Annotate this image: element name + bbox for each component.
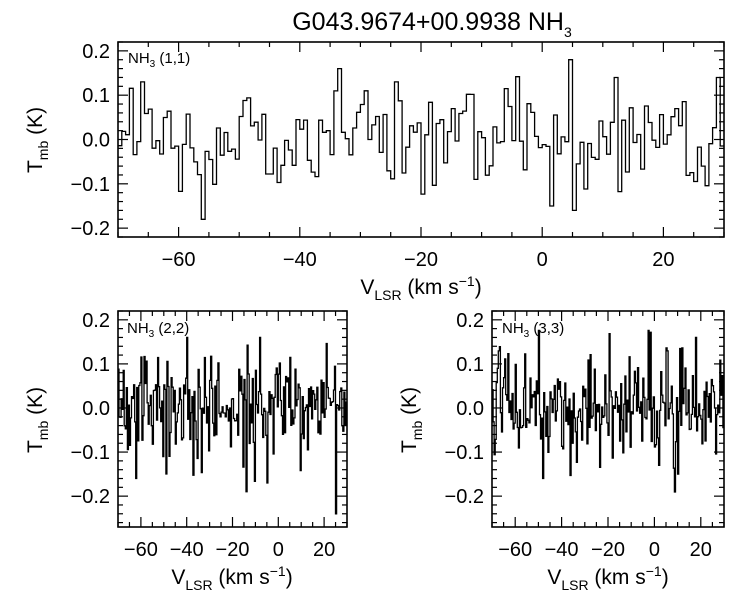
y-tick-label: 0.1 bbox=[456, 354, 484, 376]
y-tick-label: −0.1 bbox=[71, 442, 110, 464]
y-tick-label: 0.0 bbox=[82, 130, 110, 152]
x-axis-label: VLSR (km s−1) bbox=[547, 563, 668, 593]
panel-2: −60 −40 −20 0 20 −0.2 −0.1 0.0 0.1 0.2 VLSR (km s−… bbox=[24, 310, 348, 593]
panel-label-transition: (2,2) bbox=[154, 320, 189, 337]
x-axis-label-main: V bbox=[171, 566, 185, 589]
x-axis-label-unit: (km s bbox=[589, 566, 646, 589]
x-tick-label: −20 bbox=[216, 539, 250, 561]
x-axis-label-sub: LSR bbox=[561, 577, 588, 593]
y-tick-label: 0.1 bbox=[82, 85, 110, 107]
x-tick-label: −40 bbox=[283, 249, 317, 271]
y-axis-label-unit: (K) bbox=[24, 387, 47, 421]
y-axis-label-sub: mb bbox=[35, 141, 51, 161]
y-tick-label: −0.2 bbox=[445, 486, 484, 508]
x-axis-label: VLSR (km s−1) bbox=[360, 273, 481, 303]
y-tick-label: 0.2 bbox=[82, 41, 110, 63]
x-axis-label-close: ) bbox=[286, 566, 293, 589]
x-tick-label: 20 bbox=[313, 539, 335, 561]
y-axis-label-sub: mb bbox=[409, 421, 425, 441]
panel-label-transition: (1,1) bbox=[155, 50, 190, 67]
y-tick-label: −0.1 bbox=[71, 174, 110, 196]
x-axis-label-unit-sup: −1 bbox=[646, 563, 662, 579]
panel-label-sub: 3 bbox=[149, 329, 155, 340]
y-axis-label-main: T bbox=[24, 440, 47, 453]
x-axis-label-unit: (km s bbox=[213, 566, 270, 589]
panel-label-sub: 3 bbox=[524, 329, 530, 340]
figure-title-sub: 3 bbox=[564, 24, 572, 40]
panel-label-transition: (3,3) bbox=[529, 320, 564, 337]
x-tick-label: −60 bbox=[498, 539, 532, 561]
y-axis-label-unit: (K) bbox=[398, 387, 421, 421]
y-tick-label: −0.1 bbox=[445, 442, 484, 464]
x-axis-label-main: V bbox=[547, 566, 561, 589]
x-tick-label: −20 bbox=[591, 539, 625, 561]
figure-title-main: G043.9674+00.9938 NH bbox=[292, 8, 564, 36]
panel-label-main: NH bbox=[127, 320, 149, 337]
panel-label: NH3 (2,2) bbox=[127, 320, 189, 340]
x-axis-label-close: ) bbox=[662, 566, 669, 589]
y-tick-label: 0.0 bbox=[82, 398, 110, 420]
y-tick-label: −0.2 bbox=[71, 218, 110, 240]
y-tick-label: −0.2 bbox=[71, 486, 110, 508]
x-tick-label: −40 bbox=[170, 539, 204, 561]
y-axis-label-sub: mb bbox=[35, 421, 51, 441]
x-tick-label: 0 bbox=[537, 249, 548, 271]
x-tick-label: 20 bbox=[652, 249, 674, 271]
x-axis-label-sub: LSR bbox=[374, 287, 401, 303]
panel-1: −60 −40 −20 0 20 −0.2 −0.1 0.0 0.1 0.2 VLSR (km s−… bbox=[24, 41, 725, 303]
spectrum-series-3 bbox=[492, 329, 724, 493]
x-axis-label-unit-sup: −1 bbox=[270, 563, 286, 579]
x-axis-label-main: V bbox=[360, 276, 374, 299]
spectrum-series-2 bbox=[118, 336, 347, 515]
y-axis-label-unit: (K) bbox=[24, 107, 47, 141]
x-tick-label: −40 bbox=[545, 539, 579, 561]
y-axis-label-main: T bbox=[398, 440, 421, 453]
x-axis-label-close: ) bbox=[475, 276, 482, 299]
spectrum-series-1 bbox=[118, 59, 724, 220]
panel-label-main: NH bbox=[502, 320, 524, 337]
x-tick-label: 20 bbox=[690, 539, 712, 561]
panel-label-main: NH bbox=[128, 50, 150, 67]
x-tick-label: −20 bbox=[404, 249, 438, 271]
y-axis-label-main: T bbox=[24, 160, 47, 173]
panel-label-sub: 3 bbox=[150, 59, 156, 70]
x-axis-label: VLSR (km s−1) bbox=[171, 563, 292, 593]
x-axis-label-unit-sup: −1 bbox=[459, 273, 475, 289]
y-tick-label: 0.2 bbox=[456, 310, 484, 332]
x-tick-label: −60 bbox=[124, 539, 158, 561]
panel-label: NH3 (1,1) bbox=[128, 50, 190, 70]
figure-title: G043.9674+00.9938 NH3 bbox=[292, 8, 572, 40]
x-axis-label-sub: LSR bbox=[185, 577, 212, 593]
y-tick-label: 0.1 bbox=[82, 354, 110, 376]
x-tick-label: 0 bbox=[649, 539, 660, 561]
y-axis-label: Tmb (K) bbox=[24, 387, 51, 453]
x-axis-label-unit: (km s bbox=[402, 276, 459, 299]
panel-label: NH3 (3,3) bbox=[502, 320, 564, 340]
x-tick-label: −60 bbox=[162, 249, 196, 271]
y-tick-label: 0.0 bbox=[456, 398, 484, 420]
x-tick-label: 0 bbox=[273, 539, 284, 561]
y-axis-label: Tmb (K) bbox=[398, 387, 425, 453]
y-axis-label: Tmb (K) bbox=[24, 107, 51, 173]
panel-3: −60 −40 −20 0 20 −0.2 −0.1 0.0 0.1 0.2 VLSR (km s−… bbox=[398, 310, 725, 593]
y-tick-label: 0.2 bbox=[82, 310, 110, 332]
